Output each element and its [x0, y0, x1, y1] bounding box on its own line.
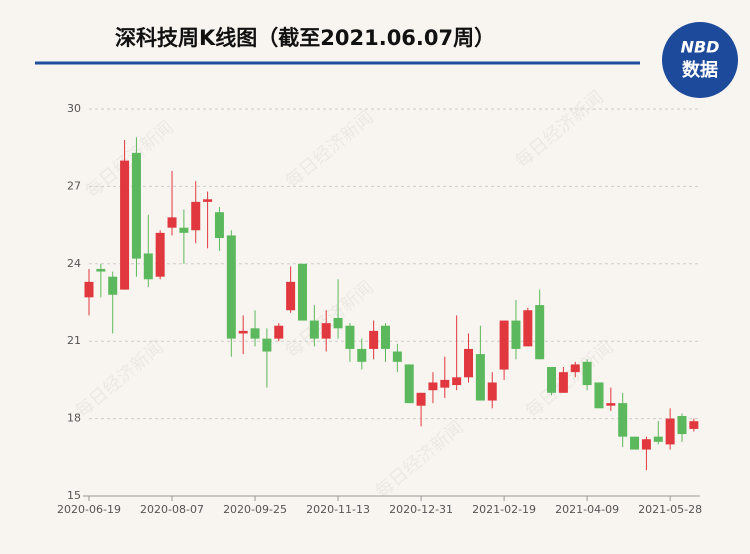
candle-body — [226, 235, 236, 339]
candle-body — [167, 217, 177, 228]
candle-body — [297, 263, 307, 321]
x-tick-label: 2020-08-07 — [140, 503, 204, 516]
candle-body — [333, 317, 343, 329]
candle-body — [274, 325, 284, 339]
candle-body — [511, 320, 521, 349]
candle-body — [357, 348, 367, 362]
candle-body — [428, 382, 438, 391]
candle-body — [108, 276, 118, 295]
candle-body — [416, 392, 426, 406]
candle-body — [523, 310, 533, 347]
candle-body — [131, 152, 141, 259]
x-tick-label: 2020-11-13 — [306, 503, 370, 516]
candle-body — [369, 330, 379, 349]
candle-body — [440, 379, 450, 388]
y-tick-label: 15 — [67, 489, 81, 502]
chart-title: 深科技周K线图（截至2021.06.07周） — [115, 26, 495, 50]
candle-body — [143, 253, 153, 280]
candle-body — [345, 325, 355, 349]
candle-body — [618, 403, 628, 437]
x-tick-label: 2021-02-19 — [472, 503, 536, 516]
candle-body — [689, 421, 699, 429]
candle-body — [606, 403, 616, 406]
candle-body — [286, 281, 296, 311]
y-tick-label: 27 — [67, 179, 81, 192]
candle-body — [203, 199, 213, 202]
candle-body — [630, 436, 640, 450]
candle-body — [381, 325, 390, 349]
candle-body — [547, 367, 557, 393]
candle-body — [487, 382, 497, 401]
candle-body — [641, 439, 651, 450]
candle-body — [214, 212, 224, 238]
candle-body — [653, 436, 663, 442]
logo — [662, 22, 738, 98]
candle-body — [570, 364, 580, 373]
candle-body — [96, 268, 106, 272]
candle-body — [558, 372, 568, 393]
candle-body — [84, 281, 94, 298]
x-tick-label: 2020-06-19 — [57, 503, 121, 516]
candle-body — [321, 323, 331, 339]
x-tick-label: 2021-04-09 — [555, 503, 619, 516]
candle-body — [250, 328, 260, 339]
y-tick-label: 24 — [67, 257, 81, 270]
y-tick-label: 21 — [67, 334, 81, 347]
x-tick-label: 2020-09-25 — [223, 503, 287, 516]
candle-body — [677, 416, 687, 435]
x-tick-label: 2021-05-28 — [638, 503, 702, 516]
candle-body — [594, 382, 604, 409]
candle-body — [404, 364, 414, 404]
candle-body — [120, 160, 130, 290]
candle-body — [665, 418, 675, 445]
candle-body — [582, 361, 592, 386]
candle-body — [452, 377, 462, 386]
candle-body — [191, 201, 201, 231]
logo-text: NBD — [681, 38, 720, 57]
x-tick-label: 2020-12-31 — [389, 503, 453, 516]
candle-body — [262, 338, 272, 352]
logo-text: 数据 — [682, 59, 718, 81]
candle-body — [499, 320, 509, 370]
candle-body — [238, 330, 248, 334]
candle-body — [155, 232, 165, 277]
candle-body — [179, 227, 189, 233]
candle-body — [464, 348, 474, 378]
y-tick-label: 30 — [67, 102, 81, 115]
candle-body — [309, 320, 319, 339]
y-tick-label: 18 — [67, 412, 81, 425]
candle-body — [535, 305, 545, 360]
candle-body — [475, 354, 485, 401]
candle-body — [392, 351, 402, 362]
